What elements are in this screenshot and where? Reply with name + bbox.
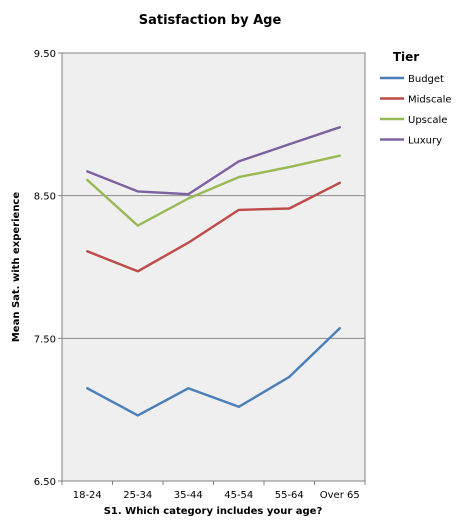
series-lines: [86, 125, 341, 417]
y-axis-ticks: 6.50 7.50 8.50 9.50: [34, 49, 62, 488]
legend-label: Budget: [408, 74, 444, 85]
series-line-midscale: [86, 181, 341, 273]
x-axis-ticks: 18-24 25-34 35-44 45-54 55-64 Over 65: [61, 481, 366, 501]
plot-area: [61, 52, 366, 482]
series-line-upscale: [86, 154, 341, 227]
x-tick-label: 45-54: [224, 490, 253, 501]
y-axis-label: Mean Sat. with experience: [11, 192, 22, 343]
x-tick-label: Over 65: [320, 490, 360, 501]
y-tick-label: 9.50: [34, 49, 56, 60]
x-tick-label: 35-44: [174, 490, 203, 501]
x-tick-label: 55-64: [275, 490, 304, 501]
y-tick-label: 6.50: [34, 477, 56, 488]
y-tick-label: 8.50: [34, 192, 56, 203]
x-axis-label: S1. Which category includes your age?: [104, 506, 323, 517]
legend-label: Upscale: [408, 115, 447, 126]
x-tick-label: 25-34: [123, 490, 152, 501]
x-tick-label: 18-24: [73, 490, 102, 501]
legend-label: Luxury: [408, 136, 442, 147]
series-line-budget: [86, 327, 341, 417]
legend: Tier Budget Midscale Upscale Luxury: [380, 50, 452, 147]
legend-label: Midscale: [408, 95, 452, 106]
y-tick-label: 7.50: [34, 334, 56, 345]
legend-title: Tier: [393, 50, 419, 64]
chart-title: Satisfaction by Age: [139, 13, 282, 28]
series-line-luxury: [86, 125, 341, 196]
